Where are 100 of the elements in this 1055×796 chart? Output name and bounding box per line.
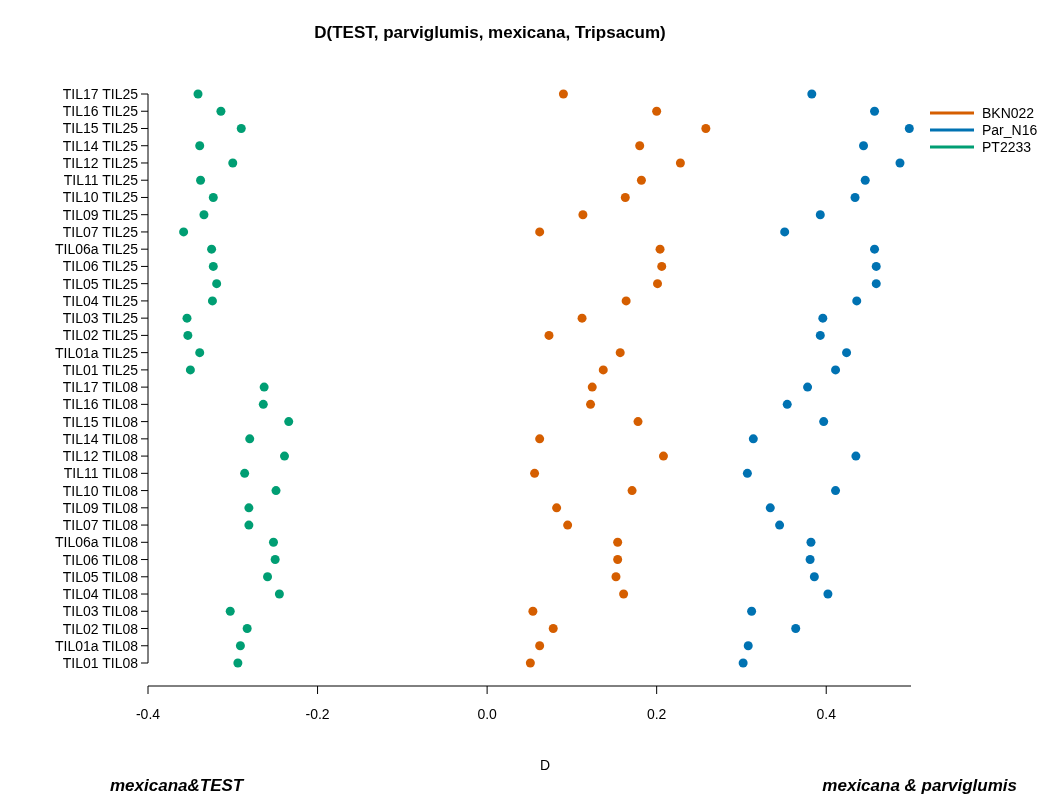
point: [195, 348, 205, 358]
point: [791, 624, 801, 634]
point: [904, 123, 914, 133]
point: [611, 572, 621, 582]
point: [859, 141, 869, 151]
point: [805, 555, 815, 565]
point: [207, 296, 217, 306]
y-tick-label: TIL11 TIL08: [63, 465, 139, 482]
point: [528, 606, 538, 616]
point: [245, 434, 255, 444]
y-tick-label: TIL16 TIL25: [62, 103, 139, 120]
point: [279, 451, 289, 461]
point: [193, 89, 203, 99]
point: [701, 123, 711, 133]
legend-label: PT2233: [982, 139, 1032, 155]
point: [620, 192, 630, 202]
point: [627, 486, 637, 496]
point: [212, 279, 222, 289]
y-tick-label: TIL15 TIL25: [62, 120, 139, 137]
point: [525, 658, 535, 668]
point: [207, 244, 217, 254]
point: [633, 417, 643, 427]
point: [819, 417, 829, 427]
point: [598, 365, 608, 375]
y-tick-label: TIL06 TIL25: [62, 258, 139, 275]
point: [652, 106, 662, 116]
point: [871, 261, 881, 271]
point: [185, 365, 195, 375]
point: [577, 313, 587, 323]
y-tick-label: TIL02 TIL08: [62, 620, 139, 637]
point: [244, 503, 254, 513]
point: [558, 89, 568, 99]
point: [530, 468, 540, 478]
point: [233, 658, 243, 668]
point: [208, 192, 218, 202]
point: [535, 227, 545, 237]
point: [225, 606, 235, 616]
y-tick-label: TIL14 TIL08: [62, 430, 139, 447]
point: [208, 261, 218, 271]
point: [244, 520, 254, 530]
point: [851, 451, 861, 461]
point: [195, 141, 205, 151]
y-tick-label: TIL01a TIL08: [54, 637, 139, 654]
point: [587, 382, 597, 392]
y-tick-label: TIL17 TIL08: [62, 379, 139, 396]
point: [807, 89, 817, 99]
point: [815, 210, 825, 220]
point: [613, 537, 623, 547]
y-tick-label: TIL16 TIL08: [62, 396, 139, 413]
legend-label: BKN022: [982, 105, 1035, 121]
point: [535, 641, 545, 651]
point: [782, 399, 792, 409]
point: [842, 348, 852, 358]
y-tick-label: TIL14 TIL25: [62, 137, 139, 154]
point: [240, 468, 250, 478]
point: [742, 468, 752, 478]
point: [675, 158, 685, 168]
legend-label: Par_N16: [982, 122, 1038, 138]
point: [658, 451, 668, 461]
y-tick-label: TIL01a TIL25: [54, 344, 139, 361]
point: [216, 106, 226, 116]
point: [806, 537, 816, 547]
point: [765, 503, 775, 513]
point: [182, 313, 192, 323]
y-tick-label: TIL01 TIL25: [62, 361, 139, 378]
x-tick-label: 0.2: [646, 706, 667, 722]
point: [179, 227, 189, 237]
point: [236, 123, 246, 133]
point: [270, 555, 280, 565]
point: [743, 641, 753, 651]
y-tick-label: TIL12 TIL08: [62, 448, 139, 465]
x-axis-title: D: [539, 757, 551, 773]
point: [183, 330, 193, 340]
point: [199, 210, 209, 220]
point: [803, 382, 813, 392]
point: [748, 434, 758, 444]
y-tick-label: TIL06a TIL25: [54, 241, 139, 258]
point: [780, 227, 790, 237]
point: [621, 296, 631, 306]
y-tick-label: TIL02 TIL25: [62, 327, 139, 344]
point: [619, 589, 629, 599]
point: [535, 434, 545, 444]
y-tick-label: TIL03 TIL25: [62, 310, 139, 327]
point: [747, 606, 757, 616]
x-tick-label: -0.4: [135, 706, 161, 722]
x-tick-label: -0.2: [305, 706, 330, 722]
y-tick-label: TIL09 TIL08: [62, 499, 139, 516]
point: [636, 175, 646, 185]
y-tick-label: TIL10 TIL08: [62, 482, 139, 499]
text: mexicana&TEST: [110, 776, 245, 795]
x-tick-label: 0.4: [816, 706, 837, 722]
point: [563, 520, 573, 530]
text: mexicana & parviglumis: [822, 776, 1017, 795]
point: [635, 141, 645, 151]
point: [258, 399, 268, 409]
point: [823, 589, 833, 599]
point: [578, 210, 588, 220]
point: [657, 261, 667, 271]
point: [815, 330, 825, 340]
point: [831, 365, 841, 375]
